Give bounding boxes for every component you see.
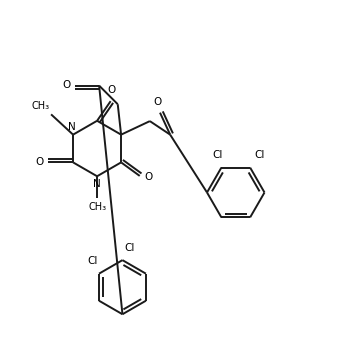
Text: Cl: Cl [124,243,134,253]
Text: N: N [93,179,101,189]
Text: O: O [35,157,43,167]
Text: N: N [68,122,75,132]
Text: CH₃: CH₃ [31,101,49,111]
Text: Cl: Cl [255,150,265,160]
Text: O: O [153,97,162,107]
Text: O: O [144,172,152,182]
Text: Cl: Cl [213,150,223,160]
Text: Cl: Cl [87,256,97,266]
Text: O: O [107,85,116,95]
Text: CH₃: CH₃ [88,202,106,212]
Text: O: O [63,80,71,90]
